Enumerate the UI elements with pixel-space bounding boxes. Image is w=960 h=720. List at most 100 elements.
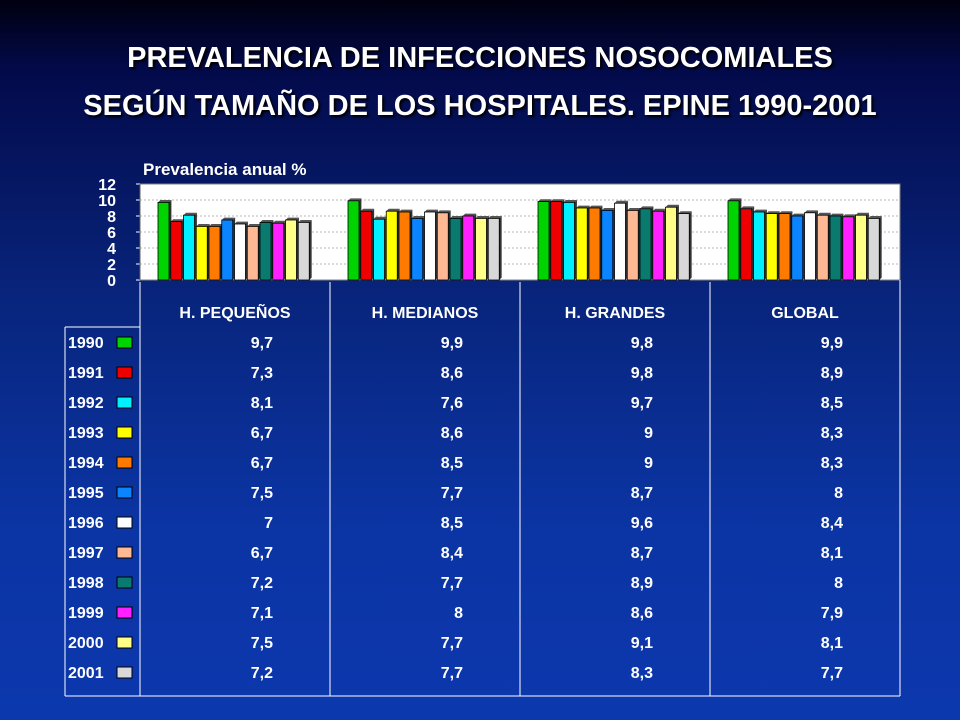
bar-top xyxy=(640,206,654,209)
data-label: 8 xyxy=(454,605,463,622)
legend-year: 1996 xyxy=(68,515,104,532)
data-label: 7,7 xyxy=(441,575,463,592)
data-label: 8 xyxy=(834,485,843,502)
bar-1993-0 xyxy=(195,225,208,281)
bar-side xyxy=(499,216,502,280)
bar-top xyxy=(462,213,477,216)
bar-top xyxy=(842,214,857,217)
bar-1992-2 xyxy=(563,201,575,281)
bar-2000-0 xyxy=(285,219,297,281)
bar-side xyxy=(309,220,312,280)
bar-top xyxy=(740,206,755,209)
bar-1998-0 xyxy=(259,221,272,281)
category-label: GLOBAL xyxy=(771,305,839,322)
bar-1996-2 xyxy=(614,202,626,281)
data-label: 9 xyxy=(644,425,653,442)
category-label: H. MEDIANOS xyxy=(372,305,479,322)
data-label: 6,7 xyxy=(251,455,273,472)
legend-swatch xyxy=(116,426,133,439)
bar-1991-3 xyxy=(740,208,753,281)
bar-top xyxy=(627,208,641,211)
bar-top xyxy=(563,200,577,203)
bar-top xyxy=(804,210,818,213)
bars-group xyxy=(157,198,882,281)
data-label: 9,7 xyxy=(251,335,273,352)
data-label: 7,3 xyxy=(251,365,273,382)
bar-2000-1 xyxy=(475,217,487,281)
y-tick-label: 2 xyxy=(107,257,116,274)
legend-year: 1994 xyxy=(68,455,104,472)
data-table: H. PEQUEÑOS H. MEDIANOS H. GRANDES GLOBAL 19… xyxy=(64,280,901,697)
bar-1997-1 xyxy=(436,212,449,281)
y-tick-label: 4 xyxy=(107,241,116,258)
data-label: 8,4 xyxy=(441,545,463,562)
legend-year: 2000 xyxy=(68,635,104,652)
bar-1996-3 xyxy=(804,212,816,281)
bar-top xyxy=(791,213,806,216)
legend-year: 1992 xyxy=(68,395,104,412)
bar-top xyxy=(437,210,451,213)
bar-top xyxy=(158,200,172,203)
data-label: 8 xyxy=(834,575,843,592)
bar-1997-2 xyxy=(626,209,639,281)
bar-top xyxy=(728,198,742,201)
bar-2001-1 xyxy=(487,217,500,281)
bar-top xyxy=(260,220,274,223)
data-label: 8,7 xyxy=(631,545,653,562)
bar-top xyxy=(209,224,223,227)
bar-top xyxy=(855,212,869,216)
bar-side xyxy=(879,216,882,280)
bar-top xyxy=(589,205,603,208)
bar-top xyxy=(234,221,248,224)
bar-top xyxy=(830,213,844,216)
data-label: 7,6 xyxy=(441,395,463,412)
bar-1992-3 xyxy=(753,211,765,281)
bar-1996-1 xyxy=(424,211,436,281)
bar-2001-0 xyxy=(297,221,310,281)
bar-2001-3 xyxy=(867,217,880,281)
bar-2000-2 xyxy=(665,206,677,281)
legend-swatch xyxy=(116,576,133,589)
data-label: 8,5 xyxy=(821,395,843,412)
bar-top xyxy=(221,217,236,220)
bar-1995-0 xyxy=(221,219,234,281)
bar-1992-0 xyxy=(183,214,195,281)
data-label: 7,7 xyxy=(821,665,843,682)
data-label: 7,2 xyxy=(251,575,273,592)
bar-top xyxy=(550,199,565,202)
legend-swatch xyxy=(116,636,133,649)
data-label: 8,6 xyxy=(441,425,463,442)
bar-top xyxy=(614,200,628,204)
data-label: 9,8 xyxy=(631,365,653,382)
bar-top xyxy=(488,216,502,219)
bar-top xyxy=(450,216,464,219)
bar-1990-0 xyxy=(157,201,170,281)
bar-top xyxy=(247,224,261,227)
bar-top xyxy=(475,216,489,219)
bar-top xyxy=(348,198,362,201)
legend-year: 1991 xyxy=(68,365,104,382)
data-label: 9 xyxy=(644,455,653,472)
bar-top xyxy=(538,199,552,202)
legend-swatch xyxy=(116,516,133,529)
bar-2001-2 xyxy=(677,213,690,281)
bar-top xyxy=(665,204,679,208)
bar-1995-2 xyxy=(601,209,614,281)
legend-swatch xyxy=(116,396,133,409)
bar-1999-2 xyxy=(652,210,665,281)
data-label: 7,7 xyxy=(441,635,463,652)
data-label: 8,3 xyxy=(631,665,653,682)
bar-top xyxy=(170,219,185,222)
bar-side xyxy=(689,211,692,280)
bar-1993-2 xyxy=(575,207,588,281)
data-label: 7,9 xyxy=(821,605,843,622)
data-label: 6,7 xyxy=(251,425,273,442)
bar-top xyxy=(753,209,767,212)
bar-top xyxy=(424,209,438,212)
data-label: 8,9 xyxy=(821,365,843,382)
bar-1995-3 xyxy=(791,215,804,281)
bar-1994-1 xyxy=(398,211,411,281)
bar-1996-0 xyxy=(234,223,246,281)
bar-1992-1 xyxy=(373,218,385,281)
